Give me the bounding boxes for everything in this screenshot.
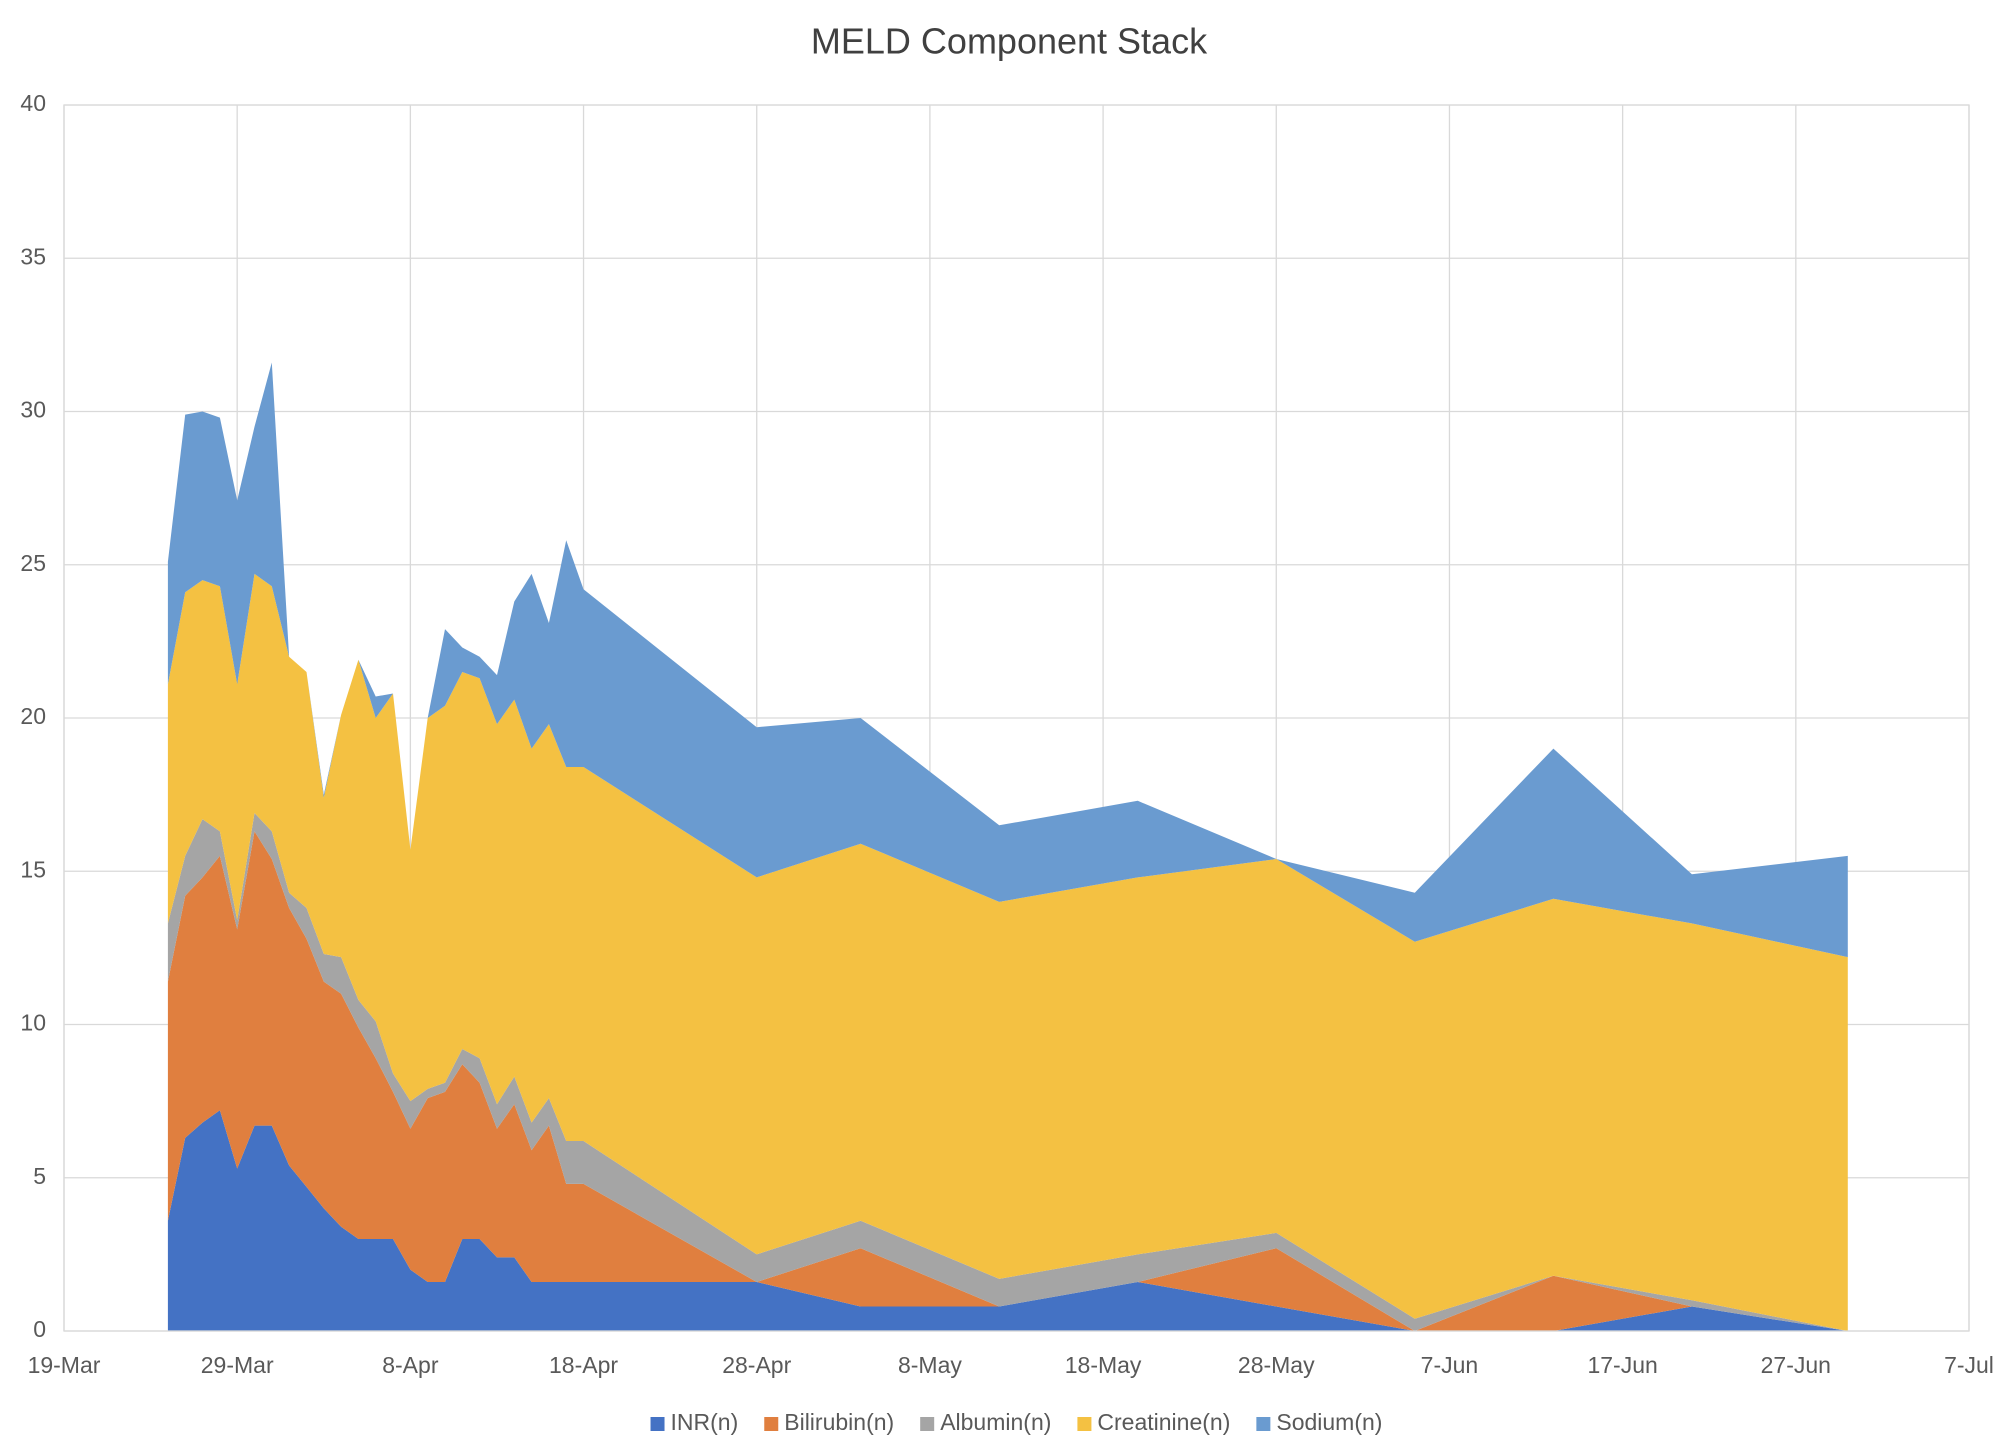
legend-swatch: [764, 1417, 779, 1431]
x-tick-label: 29-Mar: [201, 1352, 274, 1378]
x-tick-label: 27-Jun: [1761, 1352, 1831, 1378]
y-tick-label: 20: [20, 703, 46, 729]
legend-swatch: [920, 1417, 935, 1431]
y-tick-label: 25: [20, 550, 46, 576]
y-tick-label: 5: [33, 1163, 46, 1189]
area: [167, 573, 1848, 1331]
x-tick-label: 7-Jul: [1944, 1352, 1994, 1378]
y-tick-label: 35: [20, 243, 46, 269]
x-tick-label: 19-Mar: [28, 1352, 101, 1378]
x-tick-label: 18-May: [1065, 1352, 1142, 1378]
x-tick-label: 28-Apr: [722, 1352, 791, 1378]
y-tick-label: 10: [20, 1010, 46, 1036]
legend-label: Albumin(n): [940, 1409, 1051, 1435]
x-tick-label: 28-May: [1238, 1352, 1315, 1378]
legend-swatch: [1077, 1417, 1092, 1431]
legend-label: INR(n): [671, 1409, 739, 1435]
legend-label: Creatinine(n): [1097, 1409, 1230, 1435]
chart-title: MELD Component Stack: [811, 21, 1208, 62]
legend-label: Bilirubin(n): [784, 1409, 894, 1435]
legend-swatch: [1256, 1417, 1271, 1431]
x-tick-label: 17-Jun: [1587, 1352, 1657, 1378]
x-tick-label: 7-Jun: [1421, 1352, 1479, 1378]
area: [167, 831, 1848, 1331]
plot-border: [63, 104, 1970, 1332]
legend-swatch: [650, 1417, 665, 1431]
x-tick-label: 8-May: [898, 1352, 962, 1378]
area: [167, 362, 1848, 958]
area: [167, 1110, 1848, 1331]
y-tick-label: 0: [33, 1316, 46, 1342]
legend-label: Sodium(n): [1276, 1409, 1382, 1435]
x-tick-label: 8-Apr: [382, 1352, 439, 1378]
y-tick-label: 30: [20, 397, 46, 423]
y-tick-label: 40: [20, 90, 46, 116]
x-tick-label: 18-Apr: [549, 1352, 618, 1378]
y-tick-label: 15: [20, 856, 46, 882]
